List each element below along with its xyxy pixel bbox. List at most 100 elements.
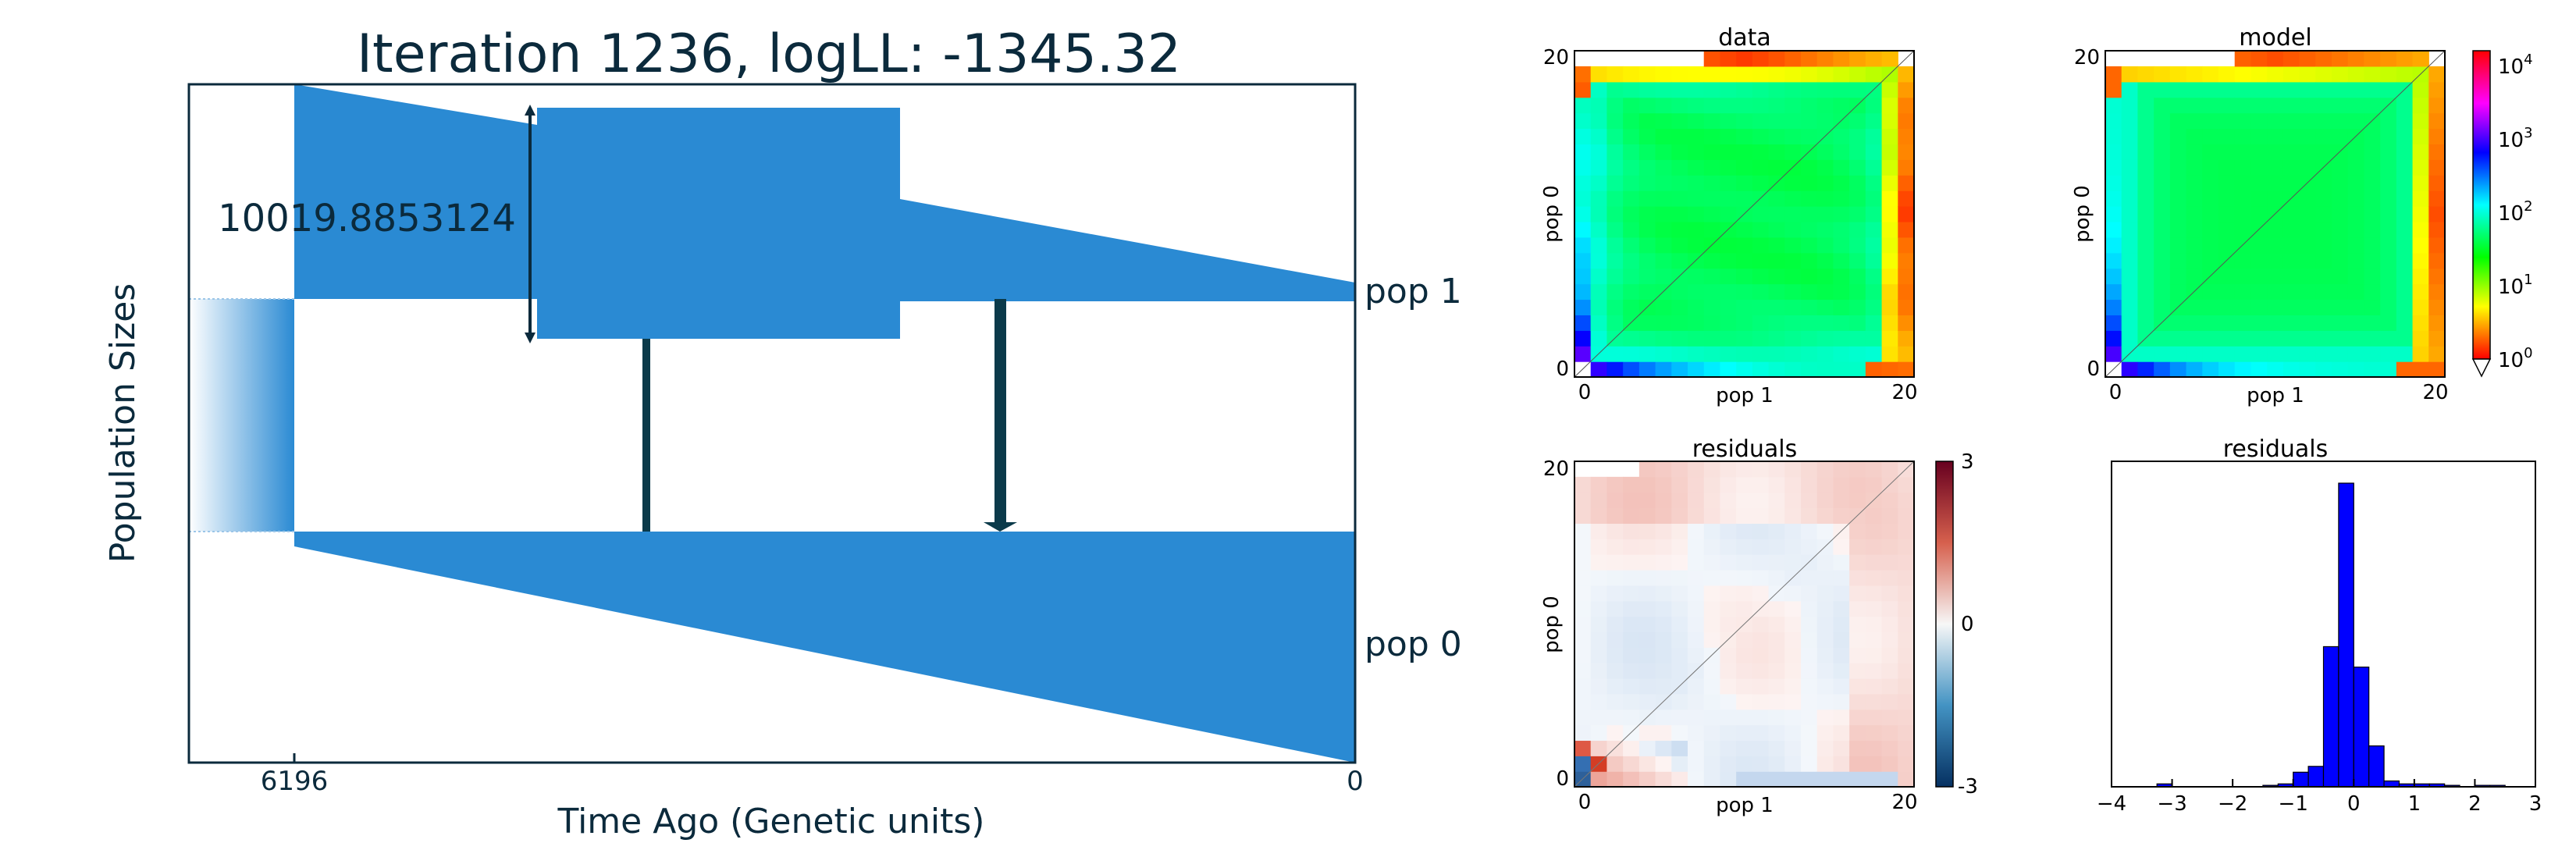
heatmap-cell bbox=[2428, 175, 2446, 191]
heatmap-cell bbox=[2154, 175, 2171, 191]
heatmap-cell bbox=[2347, 190, 2365, 207]
heatmap-cell bbox=[2282, 346, 2300, 362]
heatmap-cell bbox=[2380, 237, 2397, 254]
heatmap-cell bbox=[1768, 128, 1785, 145]
cbar-tick-1e2: 102 bbox=[2498, 198, 2533, 226]
residual-cell bbox=[1881, 523, 1898, 539]
heatmap-cell bbox=[1655, 97, 1672, 114]
heatmap-cell bbox=[2282, 237, 2300, 254]
data-xtick-0: 0 bbox=[1578, 381, 1592, 404]
heatmap-cell bbox=[1849, 361, 1866, 378]
residual-cell bbox=[1816, 585, 1834, 602]
heatmap-cell bbox=[1816, 268, 1834, 285]
heatmap-cell bbox=[2332, 299, 2349, 315]
residual-cell bbox=[1833, 740, 1850, 756]
residual-cell bbox=[1574, 554, 1592, 571]
heatmap-cell bbox=[1849, 112, 1866, 130]
residual-cell bbox=[1865, 693, 1883, 710]
heatmap-cell bbox=[2364, 175, 2381, 191]
heatmap-cell bbox=[2154, 190, 2171, 207]
heatmap-cell bbox=[2380, 206, 2397, 222]
heatmap-cell bbox=[1688, 237, 1705, 254]
residual-cell bbox=[1574, 600, 1592, 617]
heatmap-cell bbox=[2282, 330, 2300, 347]
residual-cell bbox=[1720, 678, 1737, 695]
heatmap-cell bbox=[2218, 66, 2236, 83]
heatmap-cell bbox=[1638, 252, 1656, 269]
residual-cell bbox=[1703, 492, 1721, 509]
histogram-xtick-label: 3 bbox=[2529, 792, 2542, 816]
heatmap-cell bbox=[2218, 144, 2236, 160]
heatmap-cell bbox=[2380, 221, 2397, 238]
heatmap-cell bbox=[1623, 144, 1640, 160]
heatmap-cell bbox=[2267, 81, 2284, 98]
heatmap-cell bbox=[2202, 81, 2219, 98]
heatmap-cell bbox=[1606, 159, 1624, 176]
heatmap-cell bbox=[2315, 268, 2332, 285]
histogram-xtick-label: −1 bbox=[2279, 792, 2308, 816]
heatmap-cell bbox=[2267, 221, 2284, 238]
residual-cell bbox=[1638, 771, 1656, 788]
heatmap-cell bbox=[1574, 237, 1592, 254]
heatmap-cell bbox=[1752, 268, 1770, 285]
residual-cell bbox=[1638, 507, 1656, 525]
heatmap-cell bbox=[2121, 330, 2139, 347]
heatmap-cell bbox=[2315, 346, 2332, 362]
heatmap-cell bbox=[1752, 66, 1770, 83]
residual-cell bbox=[1638, 616, 1656, 633]
residual-cell bbox=[1671, 740, 1688, 756]
heatmap-cell bbox=[2396, 346, 2414, 362]
heatmap-cell bbox=[1768, 283, 1785, 301]
residual-cell bbox=[1736, 476, 1753, 493]
heatmap-cell bbox=[1703, 66, 1721, 83]
heatmap-cell bbox=[1752, 51, 1770, 67]
heatmap-cell bbox=[2380, 346, 2397, 362]
residual-cell bbox=[1606, 539, 1624, 555]
heatmap-cell bbox=[2169, 346, 2187, 362]
residual-cell bbox=[1881, 616, 1898, 633]
residual-cell bbox=[1881, 461, 1898, 478]
heatmap-cell bbox=[2121, 283, 2139, 301]
residual-cell bbox=[1816, 724, 1834, 742]
heatmap-cell bbox=[1623, 237, 1640, 254]
heatmap-cell bbox=[1623, 361, 1640, 378]
residual-cell bbox=[1655, 678, 1672, 695]
residual-cell bbox=[1720, 523, 1737, 539]
heatmap-cell bbox=[1801, 66, 1818, 83]
heatmap-cell bbox=[1752, 361, 1770, 378]
pop1-branch-before-bottleneck bbox=[294, 84, 537, 299]
heatmap-cell bbox=[2315, 206, 2332, 222]
heatmap-cell bbox=[1784, 315, 1802, 331]
heatmap-cell bbox=[1671, 190, 1688, 207]
heatmap-cell bbox=[2347, 159, 2365, 176]
heatmap-cell bbox=[1898, 81, 1915, 98]
residual-cell bbox=[1801, 523, 1818, 539]
heatmap-cell bbox=[2250, 97, 2268, 114]
model-ytick-20: 20 bbox=[2074, 46, 2100, 69]
heatmap-cell bbox=[2250, 206, 2268, 222]
heatmap-cell bbox=[1703, 361, 1721, 378]
heatmap-cell bbox=[1768, 252, 1785, 269]
heatmap-cell bbox=[1638, 268, 1656, 285]
residual-cell bbox=[1801, 585, 1818, 602]
heatmap-cell bbox=[1703, 206, 1721, 222]
residual-cell bbox=[1638, 570, 1656, 586]
heatmap-cell bbox=[2169, 81, 2187, 98]
heatmap-cell bbox=[2234, 221, 2252, 238]
heatmap-cell bbox=[1606, 97, 1624, 114]
heatmap-cell bbox=[2412, 299, 2429, 315]
heatmap-cell bbox=[2105, 346, 2122, 362]
heatmap-cell bbox=[1833, 190, 1850, 207]
heatmap-cell bbox=[1801, 81, 1818, 98]
residual-cell bbox=[1638, 647, 1656, 663]
heatmap-cell bbox=[1768, 190, 1785, 207]
heatmap-cell bbox=[2396, 283, 2414, 301]
residual-cell bbox=[1898, 539, 1915, 555]
heatmap-cell bbox=[2267, 237, 2284, 254]
residual-cell bbox=[1623, 616, 1640, 633]
heatmap-cell bbox=[2396, 159, 2414, 176]
residual-cell bbox=[1655, 585, 1672, 602]
histogram-bar bbox=[2353, 667, 2370, 788]
heatmap-cell bbox=[1623, 346, 1640, 362]
heatmap-cell bbox=[2234, 112, 2252, 130]
